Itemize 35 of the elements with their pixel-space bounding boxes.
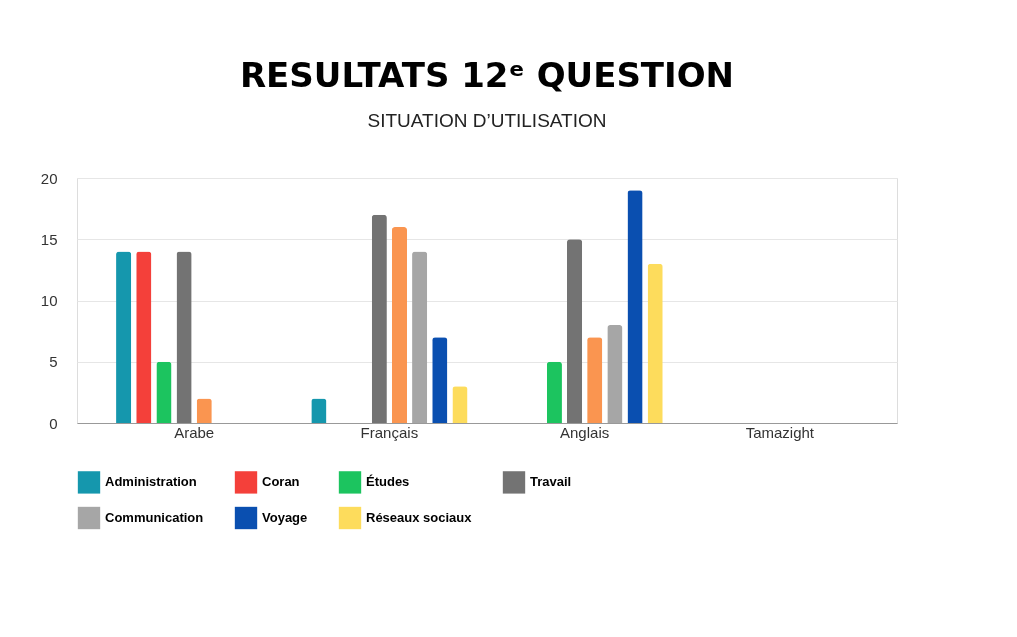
chart-title: RESULTATS 12ᵉ QUESTION [239, 55, 735, 95]
legend-label: Communication [105, 510, 204, 525]
bar [176, 251, 192, 423]
chart-subtitle: SITUATION D’UTILISATION [367, 110, 607, 131]
legend-label: Voyage [262, 510, 308, 525]
bar [136, 251, 152, 423]
x-tick-label: Anglais [560, 423, 610, 441]
bar [627, 190, 643, 423]
bar [432, 337, 448, 423]
bar [196, 398, 212, 423]
x-tick-label: Tamazight [745, 423, 815, 441]
x-tick-label: Arabe [174, 423, 215, 441]
legend-label: Administration [105, 474, 197, 490]
bar [391, 227, 408, 423]
bar [371, 214, 387, 423]
legend-label: Travail [530, 474, 572, 490]
y-tick-label: 15 [40, 230, 58, 248]
bar [311, 398, 327, 423]
y-tick-label: 20 [40, 169, 58, 187]
bar [566, 239, 583, 423]
legend-label: Études [366, 474, 410, 490]
y-tick-label: 5 [49, 353, 58, 371]
legend-label: Coran [262, 474, 300, 490]
bar [412, 251, 428, 423]
bar [546, 361, 562, 423]
legend-label: Réseaux sociaux [366, 510, 473, 525]
bar [156, 361, 172, 423]
bar [647, 263, 663, 423]
bar [607, 325, 623, 423]
bar [587, 337, 603, 423]
bar [452, 386, 468, 423]
y-tick-label: 10 [40, 292, 58, 309]
x-tick-label: Français [360, 423, 419, 441]
y-tick-label: 0 [49, 414, 58, 432]
bar [116, 251, 132, 423]
